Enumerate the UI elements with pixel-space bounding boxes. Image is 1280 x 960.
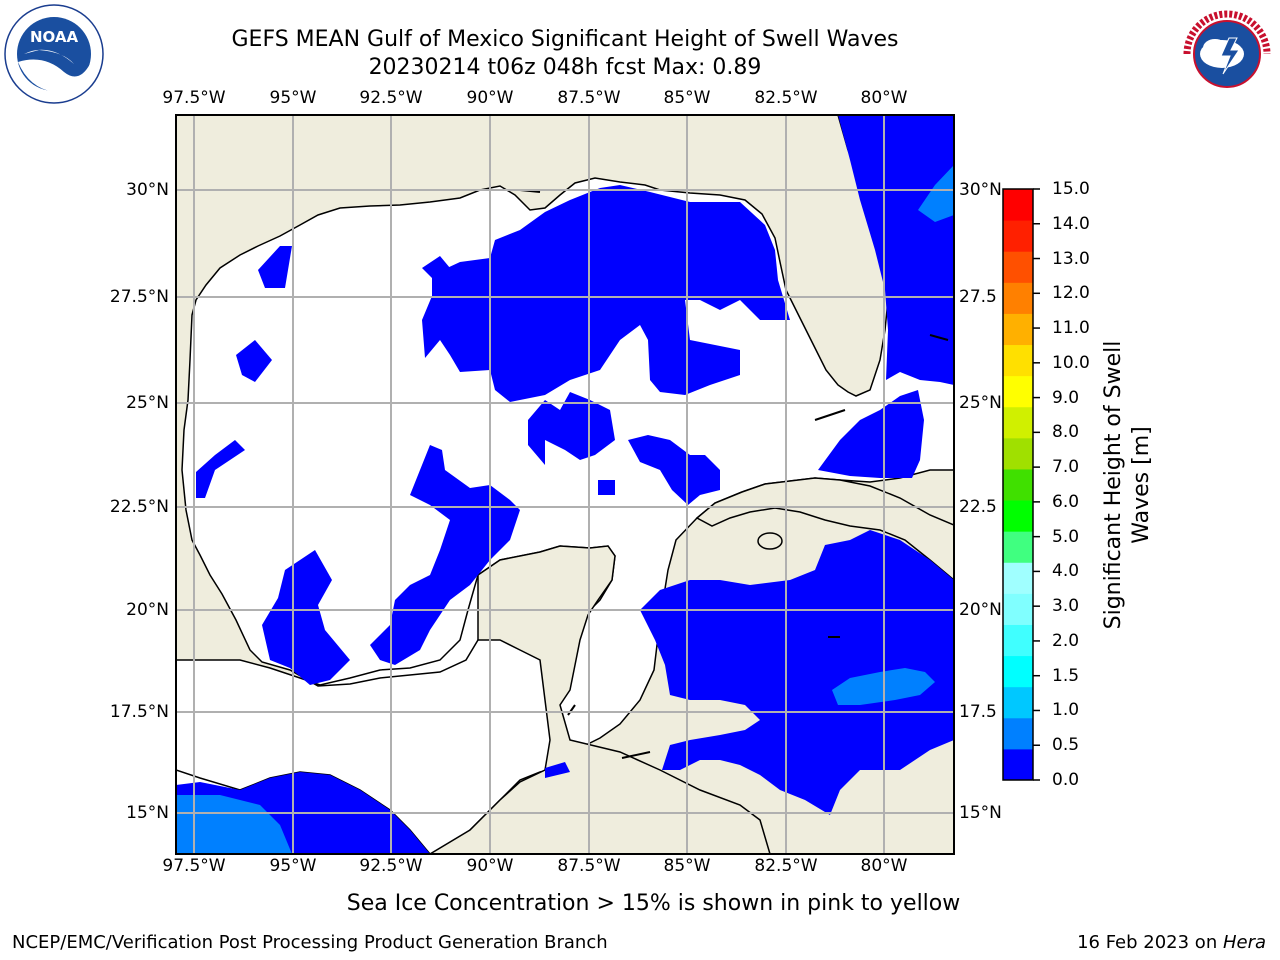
lat-label-right: 22.5 [959, 497, 997, 517]
lat-label-left: 22.5°N [109, 497, 169, 517]
map-frame [175, 114, 955, 855]
nws-logo [1179, 6, 1275, 102]
colorbar-tick-label: 1.5 [1052, 665, 1080, 686]
lat-label-right: 20°N [959, 600, 1002, 620]
colorbar-segment [1003, 344, 1033, 377]
colorbar-segment [1003, 189, 1033, 221]
lat-label-right: 17.5 [959, 702, 997, 722]
colorbar-tick-label: 3.0 [1052, 596, 1080, 617]
colorbar-label-line2: Waves [m] [1129, 426, 1154, 544]
colorbar-tick-label: 0.5 [1052, 735, 1080, 756]
lat-label-right: 25°N [959, 393, 1002, 413]
colorbar-segment [1003, 593, 1033, 625]
colorbar-segment [1003, 468, 1033, 501]
lat-label-left: 25°N [126, 393, 169, 413]
colorbar-segment [1003, 251, 1033, 283]
chart-subtitle: 20230214 t06z 048h fcst Max: 0.89 [368, 55, 762, 80]
lon-label-bottom: 90°W [466, 856, 514, 876]
lat-label-left: 30°N [126, 180, 169, 200]
colorbar-segment [1003, 655, 1033, 688]
lat-label-left: 15°N [126, 803, 169, 823]
lon-label-top: 90°W [466, 88, 514, 108]
lon-label-top: 95°W [269, 88, 317, 108]
noaa-logo-text: NOAA [30, 28, 79, 46]
lat-label-right: 15°N [959, 803, 1002, 823]
colorbar-tick-label: 5.0 [1052, 526, 1080, 547]
cuba-land [695, 477, 954, 581]
colorbar-tick-label: 9.0 [1052, 387, 1080, 408]
colorbar-segment [1003, 220, 1033, 252]
colorbar-tick-label: 10.0 [1052, 352, 1090, 373]
lon-label-bottom: 95°W [269, 856, 317, 876]
map-grid [176, 115, 954, 854]
colorbar-tick-label: 8.0 [1052, 422, 1080, 443]
lon-label-bottom: 80°W [860, 856, 908, 876]
isle-of-youth [757, 532, 783, 550]
colorbar-tick-label: 1.0 [1052, 700, 1080, 721]
footer-machine: Hera [1222, 932, 1266, 953]
colorbar-tick-label: 0.0 [1052, 770, 1080, 790]
colorbar-frame [1002, 188, 1034, 781]
colorbar-tick-label: 7.0 [1052, 457, 1080, 478]
colorbar-tick-label: 11.0 [1052, 318, 1090, 339]
colorbar-tick-label: 6.0 [1052, 491, 1080, 512]
colorbar-segment [1003, 531, 1033, 563]
colorbar-segment [1003, 375, 1033, 408]
colorbar-segment [1003, 562, 1033, 594]
noaa-logo: NOAA [4, 4, 104, 104]
footer-right: 16 Feb 2023 on Hera [1077, 932, 1266, 953]
colorbar-tick-label: 13.0 [1052, 248, 1090, 269]
footer-date: 16 Feb 2023 on [1077, 932, 1223, 953]
lon-label-top: 92.5°W [359, 88, 423, 108]
colorbar-tick-label: 4.0 [1052, 561, 1080, 582]
colorbar-segment [1003, 282, 1033, 314]
colorbar-tick-label: 14.0 [1052, 213, 1090, 234]
colorbar-segment [1003, 624, 1033, 657]
lon-label-bottom: 82.5°W [754, 856, 818, 876]
lon-label-top: 80°W [860, 88, 908, 108]
colorbar-segment [1003, 748, 1033, 781]
sea-ice-caption: Sea Ice Concentration > 15% is shown in … [346, 891, 961, 916]
colorbar-segment [1003, 717, 1033, 750]
lon-label-top: 82.5°W [754, 88, 818, 108]
lon-label-top: 97.5°W [162, 88, 226, 108]
lat-label-right: 27.5 [959, 287, 997, 307]
yucatan-land [428, 545, 771, 854]
lon-label-bottom: 92.5°W [359, 856, 423, 876]
lon-label-bottom: 97.5°W [162, 856, 226, 876]
lon-label-bottom: 87.5°W [557, 856, 621, 876]
colorbar [1003, 188, 1040, 781]
footer-left: NCEP/EMC/Verification Post Processing Pr… [12, 932, 608, 953]
colorbar-segment [1003, 406, 1033, 439]
colorbar-label: Significant Height of Swell Waves [m] [1100, 285, 1156, 685]
lon-label-bottom: 85°W [663, 856, 711, 876]
colorbar-segment [1003, 500, 1033, 532]
colorbar-tick-label: 12.0 [1052, 283, 1090, 304]
lon-label-top: 87.5°W [557, 88, 621, 108]
lat-label-right: 30°N [959, 180, 1002, 200]
chart-title: GEFS MEAN Gulf of Mexico Significant Hei… [231, 27, 899, 52]
lat-label-left: 27.5°N [109, 287, 169, 307]
colorbar-segment [1003, 686, 1033, 719]
lon-label-top: 85°W [663, 88, 711, 108]
colorbar-segment [1003, 437, 1033, 470]
lat-label-left: 17.5°N [109, 702, 169, 722]
colorbar-tick-label: 2.0 [1052, 630, 1080, 651]
colorbar-tick-label: 15.0 [1052, 179, 1090, 199]
colorbar-segment [1003, 313, 1033, 346]
colorbar-label-line1: Significant Height of Swell [1101, 340, 1126, 630]
lat-label-left: 20°N [126, 600, 169, 620]
